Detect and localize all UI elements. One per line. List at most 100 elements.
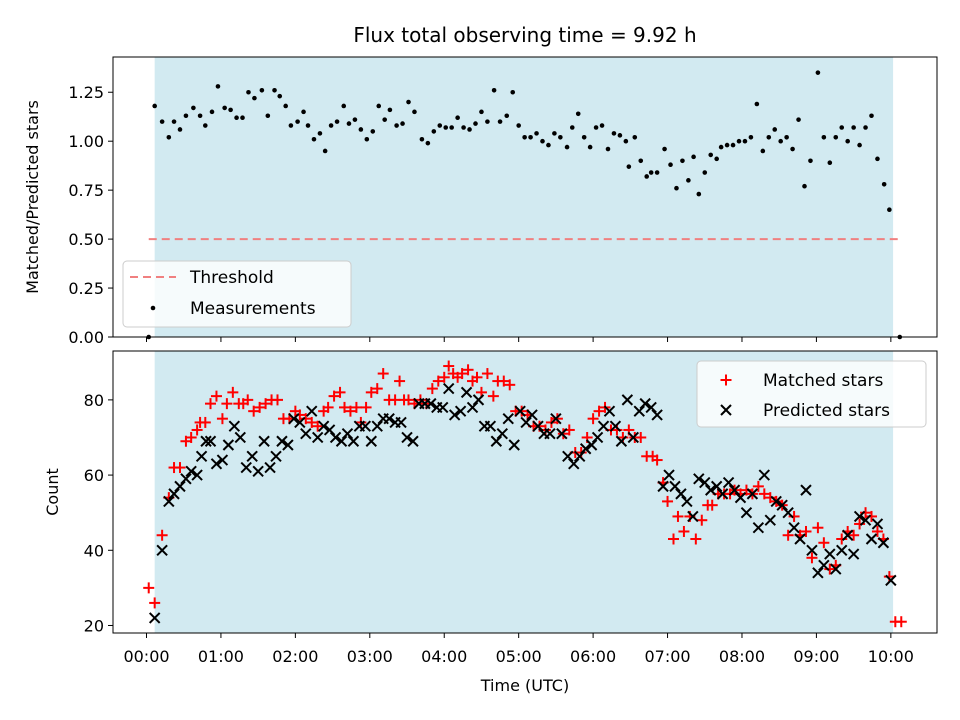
predicted-point-10 bbox=[204, 435, 217, 447]
predicted-point-1 bbox=[156, 544, 168, 556]
predicted-point-10-b bbox=[204, 435, 217, 447]
predicted-point-120 bbox=[859, 514, 872, 526]
matched-point-75 bbox=[557, 428, 569, 440]
bottom-ytick-label-0: 20 bbox=[84, 616, 104, 635]
matched-point-81 bbox=[593, 405, 605, 417]
predicted-point-78 bbox=[609, 420, 622, 432]
predicted-point-53 bbox=[460, 386, 473, 399]
predicted-point-123 bbox=[877, 537, 890, 549]
predicted-point-70-b bbox=[562, 450, 574, 462]
predicted-point-31-b bbox=[329, 431, 342, 444]
predicted-point-78-b bbox=[609, 420, 622, 432]
predicted-point-114 bbox=[824, 548, 836, 560]
predicted-point-61-b bbox=[508, 439, 520, 451]
predicted-point-57 bbox=[484, 420, 497, 432]
predicted-point-40-b bbox=[383, 412, 395, 425]
predicted-point-100 bbox=[740, 506, 753, 519]
predicted-point-112-b bbox=[812, 567, 824, 579]
predicted-point-108-b bbox=[788, 522, 800, 534]
measurement-point-16 bbox=[246, 89, 251, 95]
matched-point-107 bbox=[740, 484, 752, 496]
predicted-point-122 bbox=[871, 518, 884, 530]
measurement-point-63 bbox=[528, 134, 533, 140]
bottom-ytick-label-3: 80 bbox=[84, 391, 104, 410]
predicted-point-43 bbox=[401, 431, 413, 444]
predicted-point-117 bbox=[841, 529, 854, 541]
predicted-point-25 bbox=[294, 416, 306, 429]
top-ytick-label-4: 1.00 bbox=[68, 132, 104, 151]
measurement-point-123 bbox=[881, 181, 887, 187]
predicted-point-101-b bbox=[746, 488, 759, 500]
predicted-point-69 bbox=[556, 428, 568, 440]
top-ytick-label-3: 0.75 bbox=[68, 181, 104, 200]
predicted-point-60-b bbox=[502, 412, 514, 425]
predicted-point-19-b bbox=[258, 435, 270, 447]
predicted-point-61 bbox=[508, 439, 520, 451]
predicted-point-108 bbox=[788, 522, 800, 534]
predicted-point-30-b bbox=[323, 424, 336, 436]
measurement-point-28 bbox=[317, 131, 323, 136]
measurement-point-7 bbox=[191, 105, 196, 111]
predicted-point-124 bbox=[885, 574, 897, 587]
predicted-point-15-b bbox=[234, 431, 246, 444]
predicted-point-101 bbox=[746, 488, 759, 500]
predicted-point-80-b bbox=[621, 394, 634, 406]
measurement-point-109 bbox=[796, 117, 801, 122]
xtick-label-1: 01:00 bbox=[198, 647, 244, 666]
matched-point-37 bbox=[350, 401, 362, 413]
predicted-point-2-b bbox=[163, 495, 175, 508]
measurement-point-74 bbox=[593, 125, 599, 130]
predicted-point-31 bbox=[329, 431, 342, 444]
predicted-point-82 bbox=[633, 405, 645, 417]
predicted-point-79 bbox=[615, 435, 628, 447]
matched-point-45 bbox=[394, 375, 406, 387]
measurement-point-27 bbox=[311, 136, 317, 142]
predicted-point-121-b bbox=[865, 533, 878, 545]
measurement-point-1 bbox=[152, 103, 157, 109]
predicted-point-19 bbox=[258, 435, 270, 447]
top-ytick-label-0: 0.00 bbox=[68, 328, 104, 347]
measurement-point-89 bbox=[680, 158, 685, 164]
matched-point-7 bbox=[185, 431, 197, 443]
measurement-point-59 bbox=[504, 113, 510, 119]
legend-threshold-label: Threshold bbox=[189, 268, 274, 288]
legend-predicted-marker bbox=[720, 404, 732, 416]
predicted-point-12 bbox=[216, 454, 229, 466]
predicted-point-63 bbox=[520, 416, 532, 429]
predicted-point-110-b bbox=[800, 484, 812, 496]
predicted-point-16 bbox=[240, 461, 252, 474]
predicted-point-9 bbox=[200, 435, 212, 447]
measurement-point-14 bbox=[234, 115, 239, 120]
matched-point-111 bbox=[764, 492, 776, 504]
predicted-point-53-b bbox=[460, 386, 473, 399]
x-axis-label: Time (UTC) bbox=[480, 676, 569, 695]
measurement-point-26 bbox=[305, 123, 311, 128]
predicted-point-77-b bbox=[603, 405, 616, 417]
predicted-point-7-b bbox=[191, 469, 203, 481]
measurement-point-100 bbox=[742, 138, 748, 144]
predicted-point-112 bbox=[812, 567, 824, 579]
predicted-point-86 bbox=[657, 480, 669, 493]
measurement-point-61 bbox=[516, 123, 521, 128]
measurement-point-6 bbox=[183, 113, 189, 119]
matched-point-33 bbox=[328, 390, 340, 402]
measurement-point-104 bbox=[766, 134, 772, 140]
predicted-point-76 bbox=[597, 420, 610, 432]
predicted-point-116-b bbox=[836, 544, 848, 556]
measurement-point-57 bbox=[491, 87, 497, 93]
top-legend: Threshold Measurements bbox=[122, 260, 352, 328]
top-panel: 0.00 0.25 0.50 0.75 1.00 1.25 Flux total obse… bbox=[23, 23, 938, 347]
xtick-label-8: 08:00 bbox=[719, 647, 765, 666]
predicted-point-122-b bbox=[871, 518, 884, 530]
predicted-point-49 bbox=[437, 401, 449, 414]
predicted-point-107 bbox=[782, 506, 794, 519]
predicted-point-67-b bbox=[544, 428, 556, 440]
predicted-point-0 bbox=[148, 612, 161, 624]
measurement-point-76 bbox=[605, 146, 611, 152]
measurement-point-65 bbox=[540, 138, 545, 144]
predicted-point-6 bbox=[185, 465, 197, 478]
predicted-point-36-b bbox=[359, 420, 372, 432]
matched-point-51 bbox=[426, 383, 438, 395]
measurement-point-36 bbox=[364, 136, 370, 142]
xtick-label-7: 07:00 bbox=[644, 647, 690, 666]
